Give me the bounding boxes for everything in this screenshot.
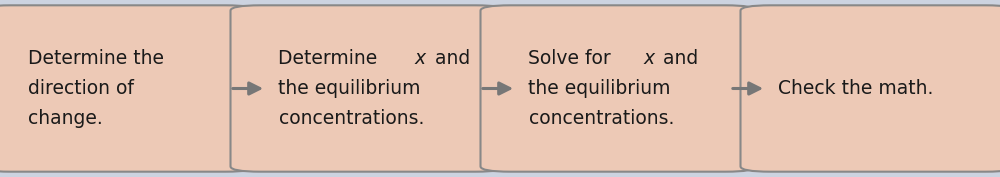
- Text: x: x: [414, 49, 425, 68]
- FancyBboxPatch shape: [740, 5, 1000, 172]
- Text: x: x: [643, 49, 654, 68]
- Text: the equilibrium: the equilibrium: [278, 79, 421, 98]
- FancyBboxPatch shape: [230, 5, 506, 172]
- Text: and: and: [657, 49, 699, 68]
- Text: concentrations.: concentrations.: [528, 109, 674, 128]
- Text: Check the math.: Check the math.: [778, 79, 933, 98]
- FancyBboxPatch shape: [480, 5, 756, 172]
- Text: Determine: Determine: [278, 49, 384, 68]
- Text: direction of: direction of: [28, 79, 134, 98]
- Text: change.: change.: [28, 109, 103, 128]
- Text: Solve for: Solve for: [528, 49, 617, 68]
- Text: concentrations.: concentrations.: [278, 109, 424, 128]
- FancyBboxPatch shape: [0, 5, 256, 172]
- Text: and: and: [429, 49, 470, 68]
- Text: Determine the: Determine the: [28, 49, 164, 68]
- Text: the equilibrium: the equilibrium: [528, 79, 671, 98]
